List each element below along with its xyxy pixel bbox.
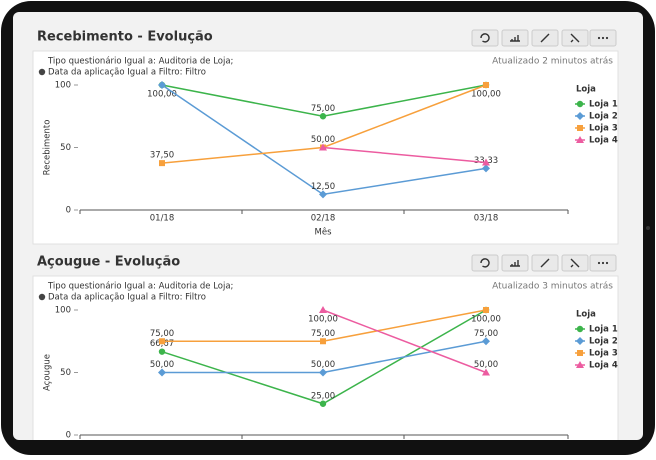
legend-entry[interactable]: Loja 1 [589, 325, 618, 335]
y-tick-label: 0 [66, 206, 71, 216]
globe-icon [38, 293, 46, 301]
legend-entry[interactable]: Loja 2 [589, 337, 618, 347]
x-tick-label: 02/18 [311, 214, 336, 224]
filter-text: Tipo questionário Igual a: Auditoria de … [47, 282, 233, 292]
point [159, 338, 165, 345]
series-line [322, 309, 487, 374]
data-label: 100,00 [471, 90, 501, 100]
point [576, 325, 584, 333]
toolbar-icon [510, 35, 520, 42]
point [319, 306, 327, 313]
card [32, 275, 619, 440]
panel-title: Recebimento - Evolução [37, 30, 213, 45]
point [483, 82, 489, 88]
filter-text: Tipo questionário Igual a: Auditoria de … [47, 57, 233, 67]
legend-entry[interactable]: Loja 4 [589, 361, 618, 371]
toolbar-icon [540, 33, 550, 43]
x-tick-label: 01/18 [150, 214, 175, 224]
data-label: 100,00 [308, 315, 338, 325]
screen: Recebimento - Evolução Tipo questionário … [13, 12, 643, 441]
legend-entry[interactable]: Loja 4 [589, 136, 618, 146]
y-tick-label: 50 [60, 143, 71, 153]
data-label: 75,00 [150, 329, 174, 339]
y-axis-label: Açougue [43, 354, 53, 391]
point [483, 307, 489, 313]
legend-entry[interactable]: Loja 1 [589, 100, 618, 110]
legend-title: Loja [576, 85, 596, 95]
legend-entry[interactable]: Loja 3 [589, 349, 618, 359]
data-label: 37,50 [150, 151, 174, 161]
toolbar-icon [510, 260, 520, 267]
data-label: 50,00 [150, 360, 174, 370]
panel: Açougue - Evolução Tipo questionário Igua… [32, 254, 619, 441]
data-label: 50,00 [474, 360, 498, 370]
updated-text: Atualizado 2 minutos atrás [492, 57, 613, 67]
point [319, 368, 327, 377]
globe-icon [38, 68, 46, 76]
toolbar-icon [480, 258, 490, 268]
legend-entry[interactable]: Loja 3 [589, 124, 618, 134]
data-label: 100,00 [471, 315, 501, 325]
data-label: 50,00 [311, 135, 335, 145]
toolbar-button[interactable] [471, 254, 499, 272]
y-tick-label: 0 [66, 431, 71, 441]
toolbar-button[interactable] [471, 29, 499, 47]
point [158, 81, 166, 89]
legend-entry[interactable]: Loja 2 [589, 112, 618, 122]
icon-dot [597, 261, 601, 265]
point [576, 361, 584, 368]
y-tick-label: 100 [55, 306, 71, 316]
y-axis-label: Recebimento [43, 120, 53, 176]
filter-text: Data da aplicação Igual a Filtro: Filtro [48, 68, 206, 78]
legend-title: Loja [576, 310, 596, 320]
updated-text: Atualizado 3 minutos atrás [492, 282, 613, 292]
point [158, 368, 166, 377]
point [158, 348, 166, 355]
point [482, 368, 490, 376]
point [319, 190, 327, 199]
data-label: 75,00 [311, 104, 335, 114]
panel-title: Açougue - Evolução [37, 255, 180, 270]
icon-dot [597, 36, 601, 40]
point [482, 164, 490, 173]
data-label: 12,50 [311, 182, 335, 192]
data-label: 100,00 [147, 90, 177, 100]
x-tick-label: 03/18 [474, 214, 499, 224]
icon-dot [601, 261, 605, 265]
point [159, 160, 165, 167]
filter-text: Data da aplicação Igual a Filtro: Filtro [48, 293, 206, 303]
toolbar-icon [570, 33, 580, 43]
icon-dot [601, 36, 605, 40]
icon-dot [605, 36, 609, 40]
point [482, 337, 490, 346]
point [319, 143, 327, 151]
point [576, 337, 584, 345]
data-label: 50,00 [311, 360, 335, 370]
panel: Recebimento - Evolução Tipo questionário … [32, 29, 619, 245]
point [576, 100, 584, 108]
point [482, 158, 490, 166]
camera [646, 226, 650, 230]
data-label: 75,00 [311, 329, 335, 339]
point [577, 125, 583, 131]
point [576, 112, 584, 120]
point [576, 136, 584, 143]
data-label: 25,00 [311, 391, 335, 401]
x-axis-label: Mês [315, 227, 333, 238]
toolbar-icon [540, 258, 550, 268]
point [320, 338, 326, 345]
series-line [322, 146, 487, 164]
icon-dot [605, 261, 609, 265]
point [319, 400, 327, 407]
point [577, 350, 583, 356]
toolbar-icon [570, 258, 580, 268]
y-tick-label: 50 [60, 368, 71, 378]
data-label: 75,00 [474, 329, 498, 339]
point [319, 113, 327, 120]
y-tick-label: 100 [55, 81, 71, 91]
toolbar-icon [480, 33, 490, 43]
